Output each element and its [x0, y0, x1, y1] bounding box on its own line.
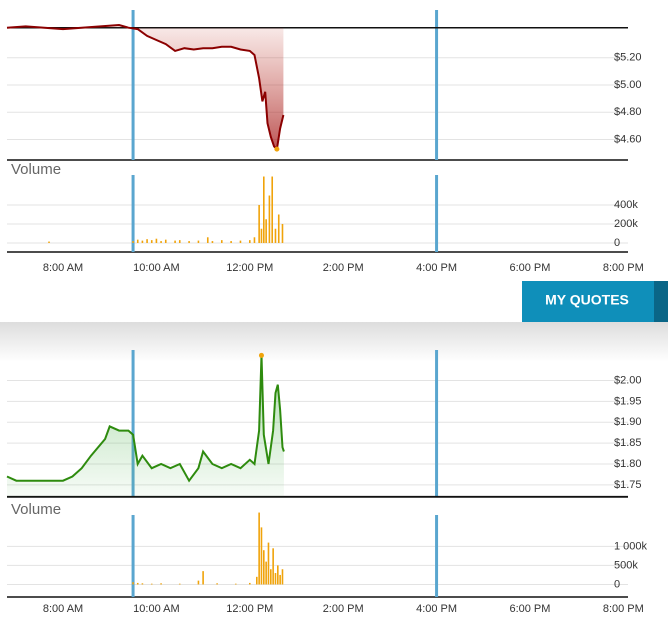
- extreme-dot: [258, 352, 264, 358]
- x-tick-label: 2:00 PM: [323, 262, 364, 274]
- volume-bar: [260, 527, 263, 585]
- y-tick-label: $4.60: [614, 133, 642, 145]
- y-tick-label: $5.20: [614, 52, 642, 64]
- x-tick-label: 8:00 AM: [43, 262, 83, 274]
- volume-bar: [202, 571, 204, 585]
- y-tick-label: $4.80: [614, 106, 642, 118]
- volume-bar: [265, 561, 267, 585]
- volume-bar: [239, 240, 242, 243]
- volume-bar: [132, 582, 134, 585]
- volume-bar: [258, 512, 260, 585]
- volume-bar: [160, 583, 162, 585]
- panel-title: Volume: [11, 501, 61, 518]
- extreme-dot: [274, 146, 280, 152]
- x-tick-label: 6:00 PM: [509, 603, 550, 615]
- section-shade: [0, 322, 668, 362]
- volume-bar: [150, 240, 153, 243]
- volume-bar: [48, 241, 50, 243]
- volume-bar: [216, 583, 218, 585]
- button-label[interactable]: MY QUOTES: [545, 292, 629, 308]
- volume-bar: [155, 238, 158, 243]
- x-tick-label: 8:00 PM: [603, 262, 644, 274]
- price-line: [6, 23, 285, 152]
- volume-bar: [188, 241, 190, 243]
- volume-bar: [260, 228, 263, 243]
- y-tick-label: 1 000k: [614, 540, 648, 552]
- volume-bar: [277, 214, 280, 243]
- x-tick-label: 10:00 AM: [133, 262, 179, 274]
- volume-bar: [270, 569, 272, 585]
- price-line: [6, 355, 285, 483]
- volume-bar: [274, 573, 277, 585]
- volume-bar: [234, 583, 237, 585]
- volume-bar: [256, 576, 258, 585]
- volume-bar: [265, 219, 267, 243]
- volume-bar: [230, 241, 232, 243]
- x-tick-label: 8:00 AM: [43, 603, 83, 615]
- y-tick-label: 500k: [614, 559, 638, 571]
- volume-bar: [279, 574, 281, 585]
- y-tick-label: $1.95: [614, 395, 642, 407]
- y-tick-label: 0: [614, 237, 620, 249]
- volume-bar: [263, 550, 265, 585]
- x-tick-label: 12:00 PM: [226, 262, 273, 274]
- volume-bar: [197, 580, 200, 585]
- volume-bar: [267, 542, 270, 585]
- x-tick-label: 6:00 PM: [509, 262, 550, 274]
- y-tick-label: $1.90: [614, 416, 642, 428]
- volume-bar: [141, 583, 144, 585]
- y-tick-label: 0: [614, 578, 620, 590]
- volume-bar: [272, 548, 274, 585]
- x-tick-label: 12:00 PM: [226, 603, 273, 615]
- volume-bar: [281, 569, 284, 585]
- volume-bar: [150, 583, 153, 585]
- volume-bar: [160, 241, 162, 243]
- y-tick-label: 400k: [614, 199, 638, 211]
- area: [7, 355, 284, 497]
- volume-bar: [258, 205, 260, 243]
- volume-bar: [132, 241, 134, 243]
- button-edge[interactable]: [654, 281, 668, 322]
- volume-bar: [274, 228, 277, 243]
- volume-bar: [253, 237, 256, 243]
- volume-bar: [197, 240, 200, 243]
- volume-bar: [268, 195, 271, 243]
- y-tick-label: $1.75: [614, 479, 642, 491]
- area: [7, 25, 284, 150]
- volume-bar: [164, 239, 167, 243]
- volume-bar: [271, 176, 274, 243]
- x-tick-label: 4:00 PM: [416, 603, 457, 615]
- y-tick-label: 200k: [614, 218, 638, 230]
- volume-bar: [178, 240, 181, 243]
- volume-bar: [206, 237, 209, 243]
- y-tick-label: $5.00: [614, 79, 642, 91]
- y-tick-label: $1.85: [614, 437, 642, 449]
- volume-bar: [141, 240, 144, 243]
- panel-title: Volume: [11, 161, 61, 178]
- volume-bar: [220, 240, 223, 243]
- x-tick-label: 8:00 PM: [603, 603, 644, 615]
- volume-bar: [281, 223, 284, 243]
- volume-bar: [263, 176, 265, 243]
- x-tick-label: 2:00 PM: [323, 603, 364, 615]
- volume-bar: [136, 582, 139, 585]
- volume-bar: [248, 240, 251, 243]
- volume-bar: [248, 582, 251, 585]
- y-tick-label: $1.80: [614, 458, 642, 470]
- volume-bar: [146, 239, 148, 243]
- volume-bar: [277, 565, 279, 585]
- volume-bar: [211, 241, 214, 243]
- volume-bar: [174, 240, 176, 243]
- my-quotes-button[interactable]: MY QUOTES: [522, 281, 668, 322]
- volume-bar: [136, 239, 139, 243]
- button-bg[interactable]: [522, 281, 668, 322]
- x-tick-label: 4:00 PM: [416, 262, 457, 274]
- volume-bar: [178, 583, 181, 585]
- y-tick-label: $2.00: [614, 374, 642, 386]
- x-tick-label: 10:00 AM: [133, 603, 179, 615]
